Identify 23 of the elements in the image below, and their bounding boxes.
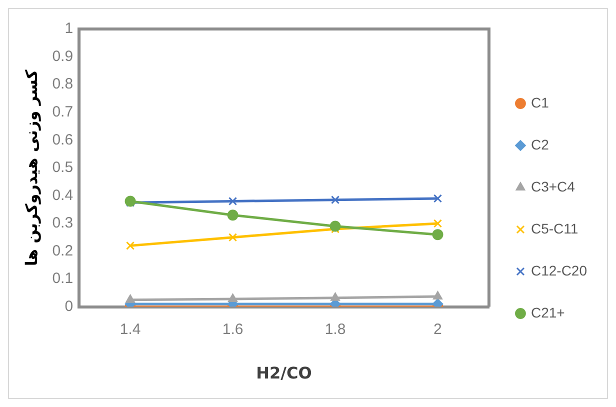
y-tick-label: 0.6	[52, 131, 74, 148]
y-tick-label: 0.9	[52, 48, 74, 65]
x-axis-title: H2/CO	[256, 364, 312, 383]
y-tick-label: 0.2	[52, 242, 74, 260]
y-tick-label: 0.4	[52, 186, 74, 204]
y-tick-label: 0.1	[52, 270, 74, 288]
y-tick-label: 0.7	[52, 103, 74, 120]
y-tick-label: 0.3	[52, 214, 74, 232]
x-tick-label: 1.8	[324, 320, 346, 338]
x-tick-label: 1.6	[222, 320, 244, 338]
y-tick-label: 0.8	[52, 76, 74, 93]
x-tick-label: 2	[434, 320, 442, 338]
legend-label: C3+C4	[530, 178, 576, 194]
y-tick-label: 1	[64, 20, 74, 38]
legend-label: C12-C20	[530, 262, 588, 278]
x-tick-label: 1.4	[120, 320, 141, 338]
legend-label: C2	[530, 136, 550, 152]
legend-label: C5-C11	[530, 220, 578, 236]
y-tick-label: 0.5	[52, 159, 74, 176]
legend-label: C1	[530, 94, 550, 110]
legend-label: C21+	[530, 304, 565, 320]
y-tick-label: 0	[64, 298, 74, 315]
y-axis-title: کسر وزنی هیدروکربن ها	[22, 69, 41, 266]
